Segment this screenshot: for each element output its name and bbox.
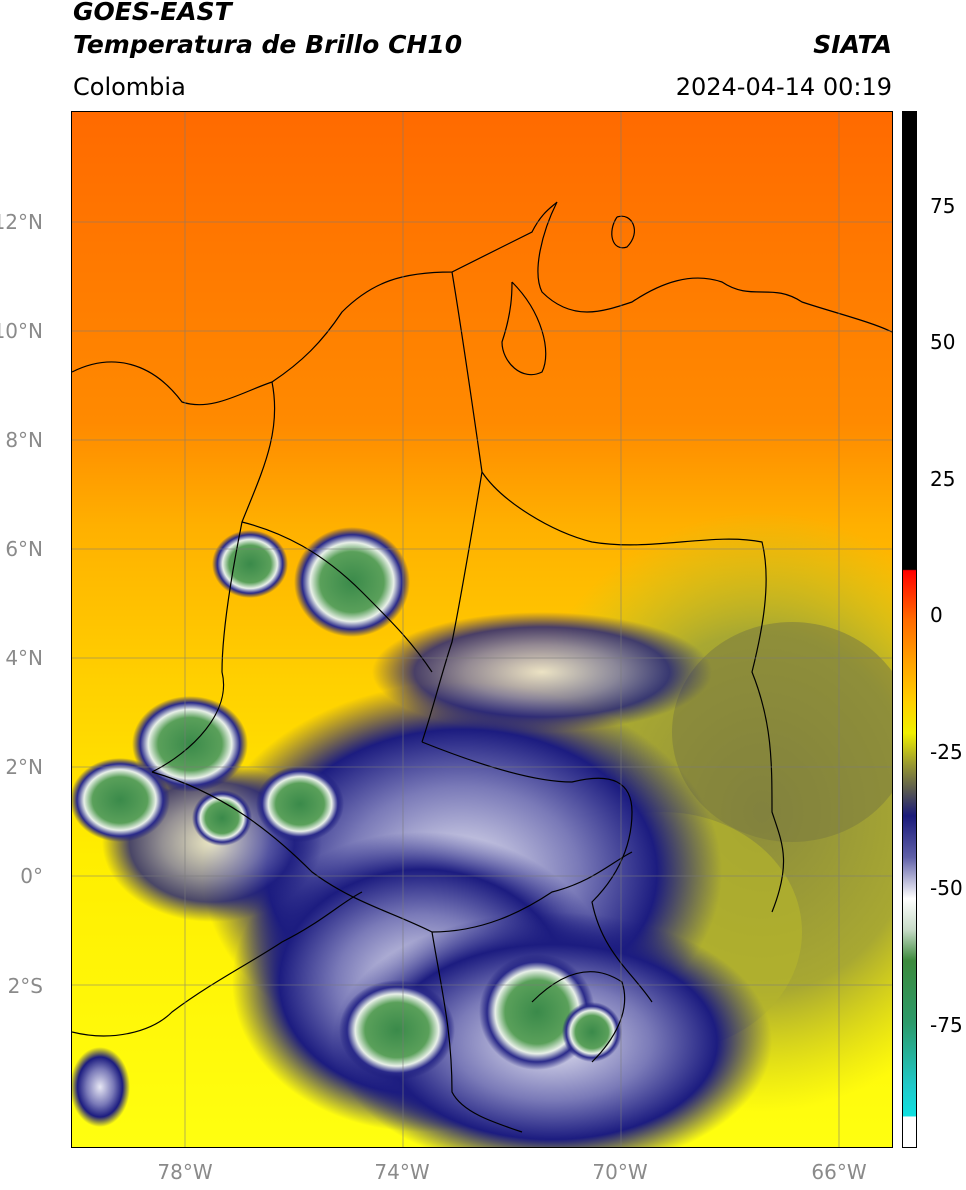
- colorbar-tick-label: -25: [930, 740, 963, 764]
- product-title: GOES-EAST: [73, 0, 232, 26]
- lat-tick-label: 10°N: [0, 319, 43, 343]
- lon-tick-label: 74°W: [374, 1160, 430, 1184]
- lat-tick-label: 6°N: [5, 537, 43, 561]
- timestamp: 2024-04-14 00:19: [675, 73, 892, 101]
- lon-tick-label: 78°W: [157, 1160, 213, 1184]
- region-label: Colombia: [73, 73, 186, 101]
- lat-tick-label: 2°N: [5, 755, 43, 779]
- colorbar-tick-label: -50: [930, 876, 963, 900]
- lon-tick-label: 66°W: [811, 1160, 867, 1184]
- colorbar: [902, 111, 917, 1148]
- colorbar-gradient: [903, 112, 916, 1147]
- map-canvas: [72, 112, 892, 1147]
- colorbar-tick-label: 0: [930, 603, 943, 627]
- lat-tick-label: 8°N: [5, 428, 43, 452]
- product-subtitle: Temperatura de Brillo CH10: [73, 30, 463, 59]
- lat-tick-label: 12°N: [0, 210, 43, 234]
- colorbar-tick-label: 50: [930, 330, 956, 354]
- lat-tick-label: 2°S: [7, 974, 43, 998]
- colorbar-tick-label: -75: [930, 1013, 963, 1037]
- colorbar-tick-label: 25: [930, 467, 956, 491]
- lat-tick-label: 4°N: [5, 646, 43, 670]
- colorbar-tick-label: 75: [930, 194, 956, 218]
- lon-tick-label: 70°W: [592, 1160, 648, 1184]
- lat-tick-label: 0°: [20, 864, 43, 888]
- satellite-map[interactable]: [71, 111, 893, 1148]
- agency-label: SIATA: [813, 30, 892, 59]
